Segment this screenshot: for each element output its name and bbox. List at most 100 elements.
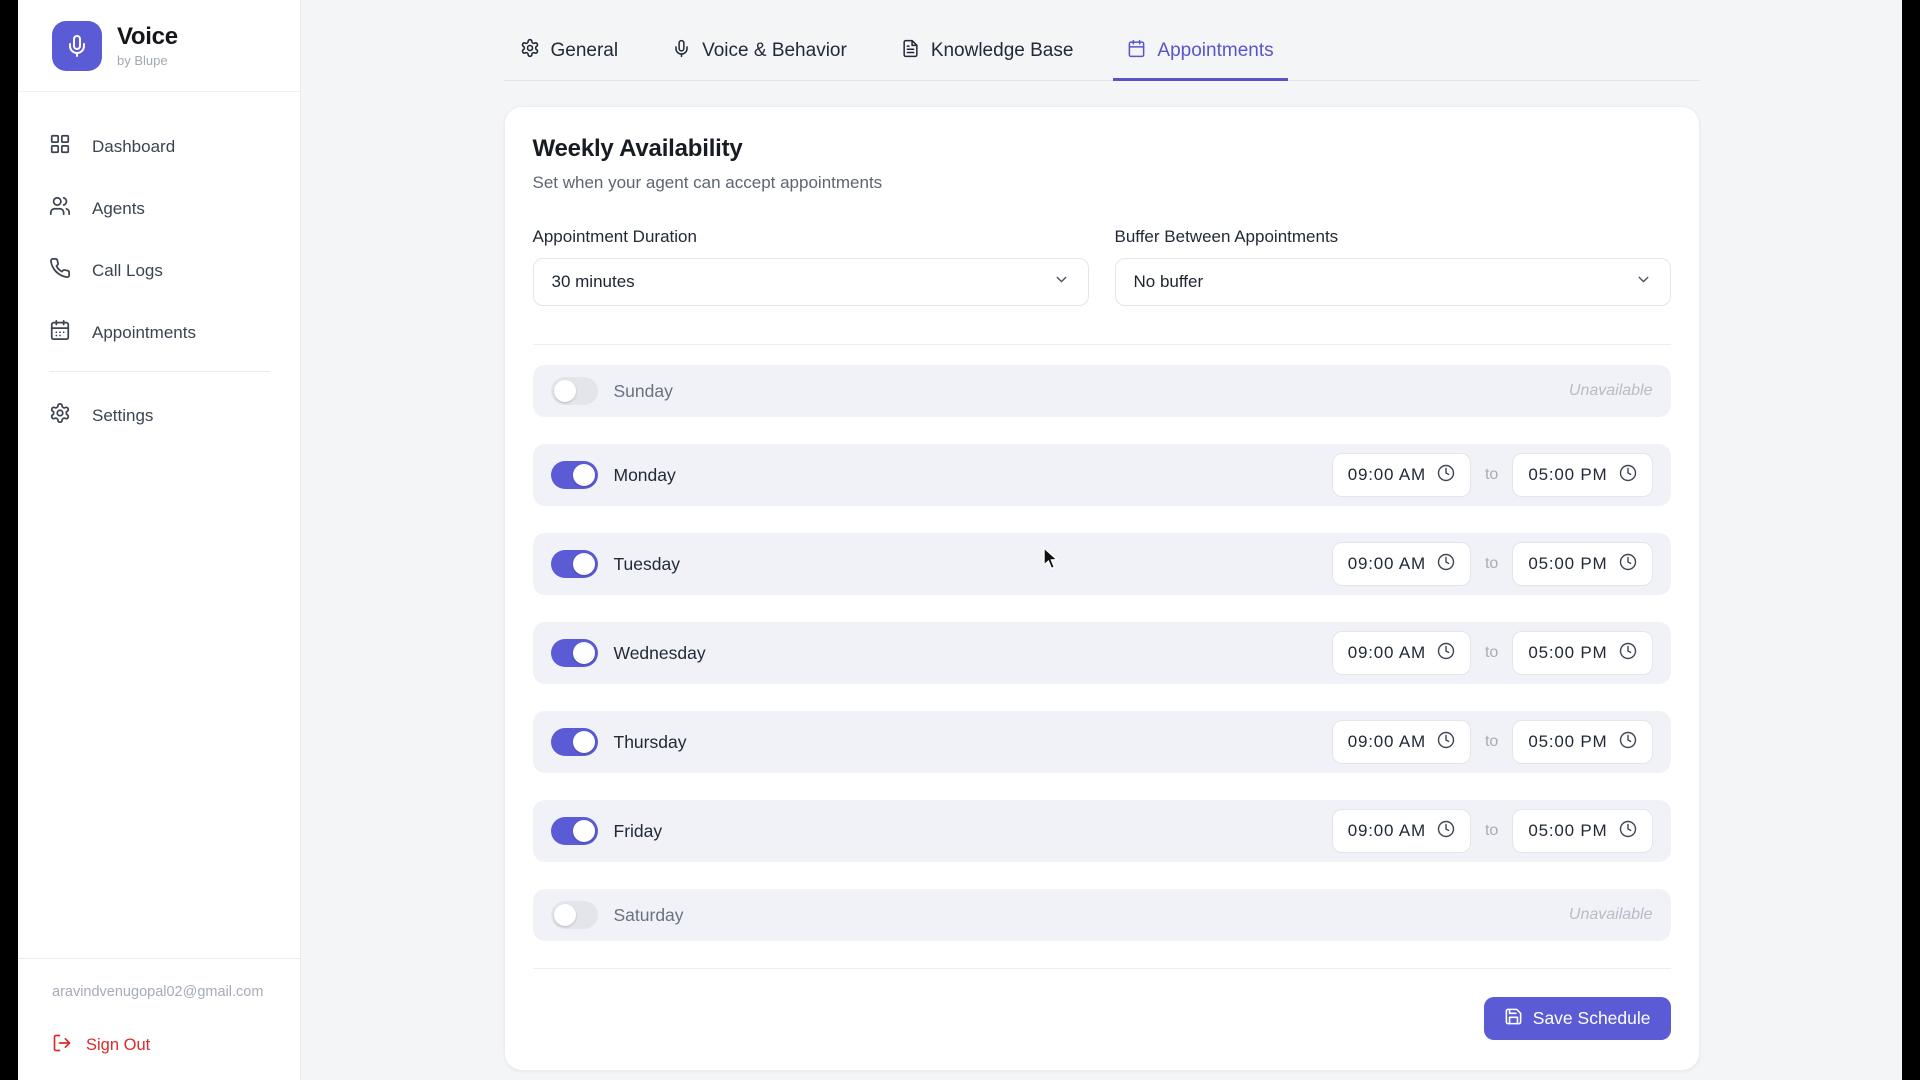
day-label: Sunday: [613, 380, 673, 401]
main-area: General Voice & Behavior Knowledge Base: [301, 0, 1902, 1080]
sidebar: Voice by Blupe Dashboard Agents: [18, 0, 301, 1080]
day-toggle-wednesday[interactable]: [550, 639, 598, 667]
day-toggle-thursday[interactable]: [550, 728, 598, 756]
chevron-down-icon: [1053, 271, 1070, 293]
duration-label: Appointment Duration: [532, 227, 697, 246]
time-range: 09:00 AM to 05:00 PM: [1331, 720, 1653, 764]
settings-fields: Appointment Duration 30 minutes Buffer B…: [532, 227, 1671, 306]
end-time-value: 05:00 PM: [1528, 465, 1608, 484]
sign-out-label: Sign Out: [86, 1036, 151, 1054]
end-time-picker[interactable]: 05:00 PM: [1512, 720, 1653, 764]
day-label: Monday: [613, 464, 676, 485]
day-toggle-saturday[interactable]: [550, 901, 598, 929]
toggle-knob: [572, 731, 595, 753]
start-time-picker[interactable]: 09:00 AM: [1331, 809, 1471, 853]
sidebar-item-label: Agents: [92, 198, 145, 218]
sidebar-item-dashboard[interactable]: Dashboard: [34, 120, 284, 173]
card-footer: Save Schedule: [532, 968, 1671, 1040]
tabs-bar: General Voice & Behavior Knowledge Base: [503, 26, 1700, 81]
toggle-knob: [572, 553, 595, 575]
sidebar-item-call-logs[interactable]: Call Logs: [34, 244, 284, 297]
duration-value: 30 minutes: [551, 272, 635, 291]
clock-icon: [1619, 553, 1637, 576]
start-time-picker[interactable]: 09:00 AM: [1331, 453, 1471, 497]
sidebar-item-settings[interactable]: Settings: [34, 389, 284, 442]
tab-label: Voice & Behavior: [702, 40, 847, 61]
to-label: to: [1484, 555, 1499, 572]
tab-knowledge-base[interactable]: Knowledge Base: [887, 26, 1088, 81]
day-toggle-sunday[interactable]: [550, 377, 598, 405]
buffer-value: No buffer: [1133, 272, 1204, 291]
start-time-picker[interactable]: 09:00 AM: [1331, 720, 1471, 764]
day-toggle-monday[interactable]: [550, 461, 598, 489]
gear-icon: [520, 38, 540, 64]
clock-icon: [1619, 642, 1637, 665]
sidebar-item-label: Appointments: [92, 322, 196, 342]
end-time-picker[interactable]: 05:00 PM: [1512, 809, 1653, 853]
sidebar-item-appointments[interactable]: Appointments: [34, 306, 284, 359]
page-subtitle: Set when your agent can accept appointme…: [532, 173, 883, 192]
tab-voice-behavior[interactable]: Voice & Behavior: [658, 26, 861, 81]
sidebar-item-label: Dashboard: [92, 136, 176, 156]
tab-label: Appointments: [1157, 40, 1274, 61]
sidebar-nav: Dashboard Agents Call Logs Appointments: [18, 92, 300, 451]
start-time-picker[interactable]: 09:00 AM: [1331, 542, 1471, 586]
start-time-value: 09:00 AM: [1347, 643, 1426, 662]
start-time-value: 09:00 AM: [1347, 554, 1426, 573]
start-time-value: 09:00 AM: [1347, 732, 1426, 751]
start-time-picker[interactable]: 09:00 AM: [1331, 631, 1471, 675]
buffer-field: Buffer Between Appointments No buffer: [1114, 227, 1671, 306]
duration-select[interactable]: 30 minutes: [532, 258, 1089, 306]
page-title: Weekly Availability: [532, 135, 743, 162]
day-label: Tuesday: [613, 553, 680, 574]
end-time-picker[interactable]: 05:00 PM: [1512, 453, 1653, 497]
mic-icon: [672, 39, 691, 64]
end-time-picker[interactable]: 05:00 PM: [1512, 631, 1653, 675]
clock-icon: [1437, 464, 1455, 487]
clock-icon: [1437, 553, 1455, 576]
tab-general[interactable]: General: [506, 26, 633, 81]
day-row-wednesday: Wednesday 09:00 AM to 05:00 PM: [532, 622, 1671, 684]
unavailable-label: Unavailable: [1568, 382, 1653, 399]
tab-label: Knowledge Base: [930, 40, 1074, 61]
save-schedule-button[interactable]: Save Schedule: [1483, 997, 1671, 1040]
brand-tagline: by Blupe: [117, 52, 168, 68]
phone-icon: [49, 257, 71, 284]
clock-icon: [1437, 820, 1455, 843]
dashboard-grid-icon: [49, 133, 71, 160]
buffer-select[interactable]: No buffer: [1114, 258, 1671, 306]
toggle-knob: [572, 642, 595, 664]
time-range: 09:00 AM to 05:00 PM: [1331, 542, 1653, 586]
start-time-value: 09:00 AM: [1347, 821, 1426, 840]
sign-out-button[interactable]: Sign Out: [52, 1033, 276, 1058]
end-time-value: 05:00 PM: [1528, 643, 1608, 662]
sidebar-divider: [49, 371, 270, 372]
clock-icon: [1437, 642, 1455, 665]
day-row-monday: Monday 09:00 AM to 05:00 PM: [532, 444, 1671, 506]
clock-icon: [1619, 464, 1637, 487]
content-column: General Voice & Behavior Knowledge Base: [503, 0, 1700, 1080]
brand-name: Voice: [117, 23, 178, 51]
weekly-availability-card: Weekly Availability Set when your agent …: [503, 106, 1700, 1071]
tab-label: General: [550, 40, 619, 61]
to-label: to: [1484, 644, 1499, 661]
day-row-sunday: Sunday Unavailable: [532, 365, 1671, 417]
chevron-down-icon: [1635, 271, 1652, 293]
end-time-picker[interactable]: 05:00 PM: [1512, 542, 1653, 586]
tab-appointments[interactable]: Appointments: [1113, 26, 1288, 81]
day-toggle-tuesday[interactable]: [550, 550, 598, 578]
agents-users-icon: [49, 195, 71, 222]
buffer-label: Buffer Between Appointments: [1114, 227, 1339, 246]
start-time-value: 09:00 AM: [1347, 465, 1426, 484]
sidebar-footer: aravindvenugopal02@gmail.com Sign Out: [18, 958, 300, 1080]
gear-icon: [49, 402, 71, 429]
brand-text: Voice by Blupe: [117, 23, 178, 68]
day-row-saturday: Saturday Unavailable: [532, 889, 1671, 941]
day-row-tuesday: Tuesday 09:00 AM to 05:00 PM: [532, 533, 1671, 595]
day-toggle-friday[interactable]: [550, 817, 598, 845]
sidebar-item-label: Settings: [92, 405, 154, 425]
sidebar-item-agents[interactable]: Agents: [34, 182, 284, 235]
toggle-knob: [572, 464, 595, 486]
toggle-knob: [572, 820, 595, 842]
day-label: Wednesday: [613, 642, 706, 663]
